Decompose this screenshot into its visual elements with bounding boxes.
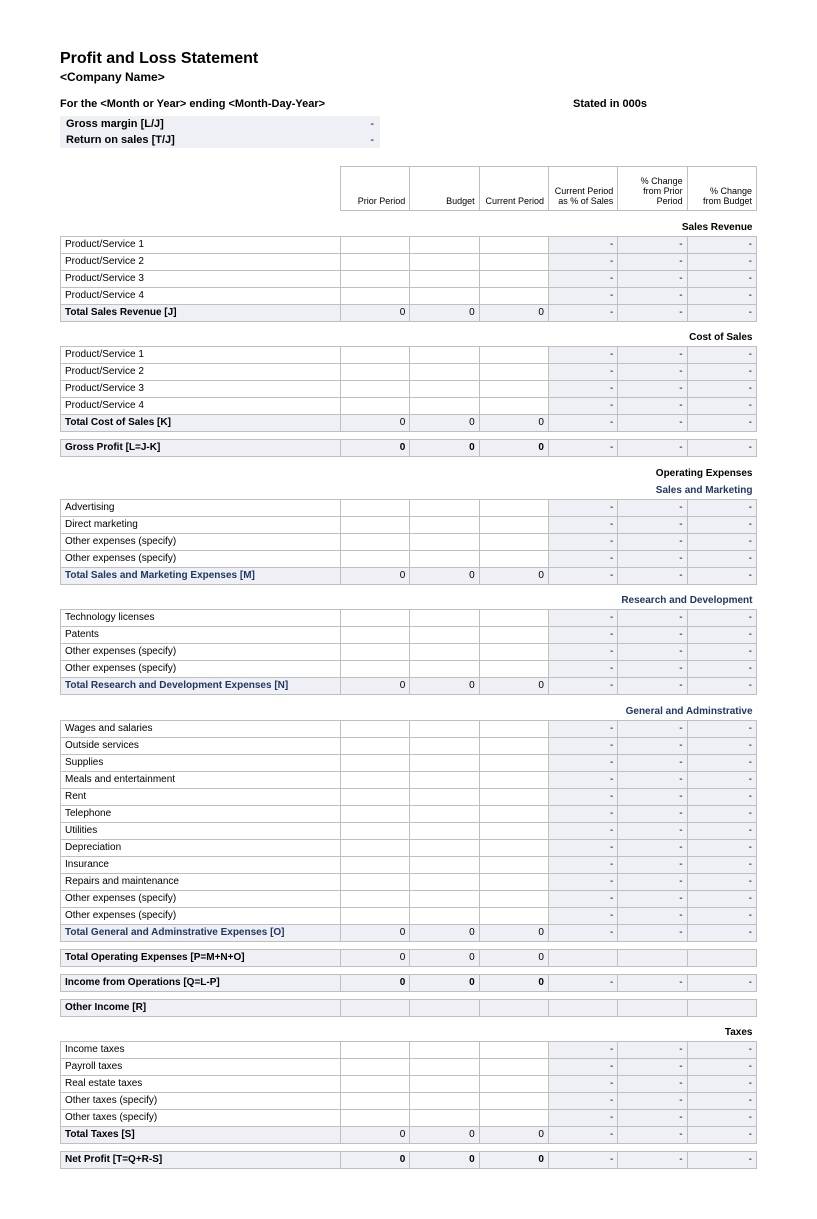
table-row: Other taxes (specify)--- [61,1110,757,1127]
table-row [61,321,757,329]
table-row: Total Operating Expenses [P=M+N+O]000 [61,949,757,966]
table-row: Taxes [61,1024,757,1042]
table-row: Payroll taxes--- [61,1059,757,1076]
table-row: Operating Expenses [61,465,757,482]
table-row: Research and Development [61,592,757,610]
table-row: Total Taxes [S]000--- [61,1127,757,1144]
section-header: Research and Development [61,592,757,610]
table-row: Advertising--- [61,499,757,516]
table-row: Product/Service 4--- [61,287,757,304]
table-row [61,695,757,703]
section-header: General and Adminstrative [61,703,757,721]
table-row: Telephone--- [61,805,757,822]
stated-in-label: Stated in 000s [573,98,647,110]
col-current-period: Current Period [479,167,548,211]
table-row: Product/Service 1--- [61,347,757,364]
col-pct-change-prior: % Change from Prior Period [618,167,687,211]
table-row: Product/Service 3--- [61,381,757,398]
section-header: Cost of Sales [61,329,757,347]
company-name: <Company Name> [60,70,757,84]
table-row [61,584,757,592]
table-row: Product/Service 4--- [61,398,757,415]
table-row [61,991,757,999]
table-row: Cost of Sales [61,329,757,347]
ros-label: Return on sales [T/J] [60,132,320,148]
table-row: Sales Revenue [61,219,757,237]
table-row: Direct marketing--- [61,516,757,533]
col-pct-change-budget: % Change from Budget [687,167,756,211]
table-row: Insurance--- [61,856,757,873]
table-row: General and Adminstrative [61,703,757,721]
table-row: Total Sales and Marketing Expenses [M]00… [61,567,757,584]
period-label: For the <Month or Year> ending <Month-Da… [60,98,325,110]
page-title: Profit and Loss Statement [60,50,757,68]
table-row: Meals and entertainment--- [61,771,757,788]
table-row [61,1144,757,1152]
table-row: Total Cost of Sales [K]000--- [61,415,757,432]
table-row [61,432,757,440]
table-row: Patents--- [61,627,757,644]
table-row: Other expenses (specify)--- [61,550,757,567]
table-row: Gross Profit [L=J-K]000--- [61,440,757,457]
table-row: Product/Service 2--- [61,364,757,381]
col-prior-period: Prior Period [341,167,410,211]
header-row: Prior Period Budget Current Period Curre… [61,167,757,211]
table-row: Product/Service 2--- [61,253,757,270]
table-row: Wages and salaries--- [61,720,757,737]
table-row: Total Sales Revenue [J]000--- [61,304,757,321]
table-row: Depreciation--- [61,839,757,856]
table-row: Outside services--- [61,737,757,754]
table-row: Real estate taxes--- [61,1076,757,1093]
table-row [61,941,757,949]
table-row: Total General and Adminstrative Expenses… [61,924,757,941]
kpi-table: Gross margin [L/J] - Return on sales [T/… [60,116,380,148]
gross-margin-value: - [320,116,380,132]
table-row: Other expenses (specify)--- [61,907,757,924]
table-row: Total Research and Development Expenses … [61,678,757,695]
table-row: Other expenses (specify)--- [61,644,757,661]
table-row [61,211,757,219]
table-row: Income taxes--- [61,1042,757,1059]
pl-table: Prior Period Budget Current Period Curre… [60,166,757,1169]
section-header: Sales Revenue [61,219,757,237]
table-row [61,966,757,974]
table-row: Other expenses (specify)--- [61,533,757,550]
table-row: Other Income [R] [61,999,757,1016]
table-row: Income from Operations [Q=L-P]000--- [61,974,757,991]
table-row: Other expenses (specify)--- [61,661,757,678]
gross-margin-label: Gross margin [L/J] [60,116,320,132]
table-row: Net Profit [T=Q+R-S]000--- [61,1152,757,1169]
table-row: Product/Service 3--- [61,270,757,287]
table-row: Other expenses (specify)--- [61,890,757,907]
section-header: Operating Expenses [61,465,757,482]
table-row: Repairs and maintenance--- [61,873,757,890]
table-row [61,457,757,465]
section-header: Taxes [61,1024,757,1042]
table-row: Technology licenses--- [61,610,757,627]
table-row: Utilities--- [61,822,757,839]
table-row: Sales and Marketing [61,482,757,500]
table-row: Product/Service 1--- [61,236,757,253]
table-row: Other taxes (specify)--- [61,1093,757,1110]
table-row [61,1016,757,1024]
ros-value: - [320,132,380,148]
col-pct-of-sales: Current Period as % of Sales [548,167,617,211]
section-header: Sales and Marketing [61,482,757,500]
table-row: Rent--- [61,788,757,805]
col-budget: Budget [410,167,479,211]
table-row: Supplies--- [61,754,757,771]
